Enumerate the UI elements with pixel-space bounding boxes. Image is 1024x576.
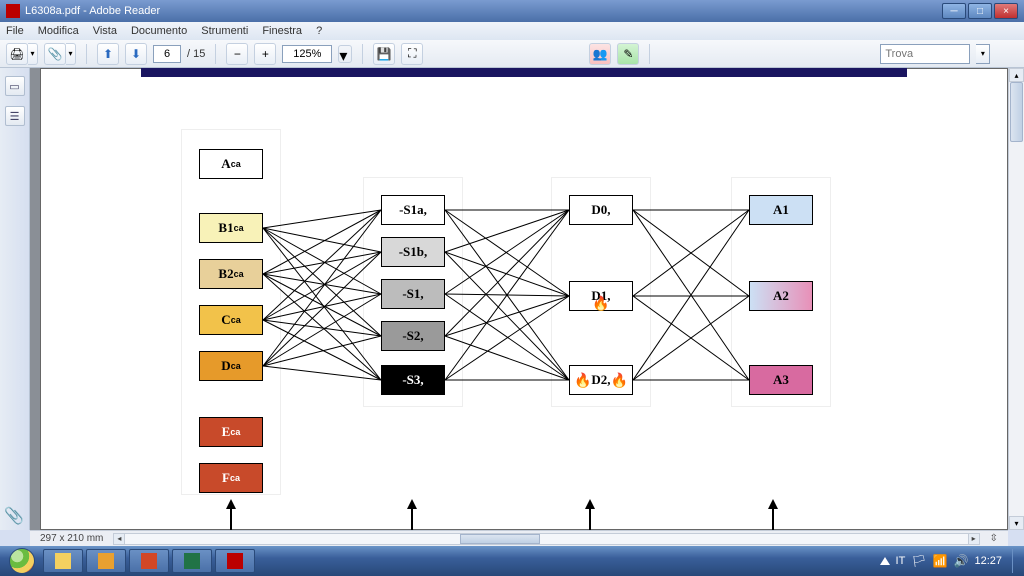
find-dropdown[interactable]: ▾ <box>976 44 990 64</box>
save-button[interactable]: 💾 <box>373 43 395 65</box>
print-button[interactable]: 🖨▾ <box>6 43 38 65</box>
taskbar-powerpoint[interactable] <box>129 549 169 573</box>
status-bar: 297 x 210 mm ◂ ▸ ⇳ <box>30 530 1008 546</box>
node-B2: B2ca <box>199 259 263 289</box>
page-dimensions: 297 x 210 mm <box>40 533 103 544</box>
node-F: Fca <box>199 463 263 493</box>
bookmarks-panel-button[interactable]: ☰ <box>5 106 25 126</box>
arrow-line-acidity <box>772 509 774 530</box>
taskbar-outlook[interactable] <box>86 549 126 573</box>
menu-tools[interactable]: Strumenti <box>201 25 248 37</box>
fit-page-button[interactable]: ⛶ <box>401 43 423 65</box>
thumbnails-panel-button[interactable]: ▭ <box>5 76 25 96</box>
arrow-head-droplet <box>585 499 595 509</box>
window-title-bar: L6308a.pdf - Adobe Reader ─ □ × <box>0 0 1024 22</box>
pdf-file-icon <box>6 4 20 18</box>
tray-clock[interactable]: 12:27 <box>974 555 1002 567</box>
window-title: L6308a.pdf - Adobe Reader <box>25 5 160 17</box>
node-D1: D1,🔥 <box>569 281 633 311</box>
document-viewport: Aca B1ca B2ca Cca Dca Eca Fca -S1a, -S1b, -S1, -S2… <box>30 68 1008 530</box>
find-input[interactable] <box>880 44 970 64</box>
attachment-icon[interactable]: 📎 <box>4 506 24 526</box>
scroll-up-arrow[interactable]: ▴ <box>1009 68 1024 82</box>
toolbar: 🖨▾ 📎▾ ⬆ ⬇ / 15 − + 125% ▾ 💾 ⛶ 👥 ✎ ▾ <box>0 40 1024 68</box>
node-D: Dca <box>199 351 263 381</box>
arrow-line-droplet <box>589 509 591 530</box>
tray-network-icon[interactable]: 📶 <box>933 554 948 568</box>
export-button[interactable]: 📎▾ <box>44 43 76 65</box>
node-E: Eca <box>199 417 263 447</box>
arrow-line-flame <box>230 509 232 530</box>
node-B1: B1ca <box>199 213 263 243</box>
scroll-thumb-h[interactable] <box>460 534 540 544</box>
start-button[interactable] <box>4 546 40 576</box>
menu-edit[interactable]: Modifica <box>38 25 79 37</box>
node-S1a: -S1a, <box>381 195 445 225</box>
taskbar-excel[interactable] <box>172 549 212 573</box>
menu-file[interactable]: File <box>6 25 24 37</box>
taskbar-reader[interactable] <box>215 549 255 573</box>
tray-overflow-icon[interactable] <box>880 557 890 565</box>
node-S2: -S2, <box>381 321 445 351</box>
tray-volume-icon[interactable]: 🔊 <box>954 554 969 568</box>
menu-document[interactable]: Documento <box>131 25 187 37</box>
window-close-button[interactable]: × <box>994 3 1018 19</box>
collab-button[interactable]: 👥 <box>589 43 611 65</box>
menu-help[interactable]: ? <box>316 25 322 37</box>
vertical-scrollbar[interactable]: ▴ ▾ <box>1008 68 1024 530</box>
scroll-left-arrow[interactable]: ◂ <box>113 533 125 545</box>
page-total: / 15 <box>187 48 205 60</box>
node-S1b: -S1b, <box>381 237 445 267</box>
arrow-line-smoke <box>411 509 413 530</box>
classification-diagram: AcaB1caB2caCcaDcaEcaFca-S1a,-S1b,-S1,-S2… <box>41 89 1007 489</box>
node-A3: A3 <box>749 365 813 395</box>
system-tray: IT 🏳 📶 🔊 12:27 <box>880 549 1020 573</box>
page-up-button[interactable]: ⬆ <box>97 43 119 65</box>
node-S3: -S3, <box>381 365 445 395</box>
node-A: Aca <box>199 149 263 179</box>
node-A1: A1 <box>749 195 813 225</box>
node-C: Cca <box>199 305 263 335</box>
zoom-out-button[interactable]: − <box>226 43 248 65</box>
page-header-banner <box>141 68 907 77</box>
side-rail: ▭ ☰ <box>0 68 30 530</box>
window-minimize-button[interactable]: ─ <box>942 3 966 19</box>
menu-window[interactable]: Finestra <box>262 25 302 37</box>
show-desktop-button[interactable] <box>1012 549 1020 573</box>
scroll-mode-icon[interactable]: ⇳ <box>990 533 998 544</box>
windows-logo-icon <box>9 548 35 574</box>
page-number-input[interactable] <box>153 45 181 63</box>
arrow-head-smoke <box>407 499 417 509</box>
page-down-button[interactable]: ⬇ <box>125 43 147 65</box>
pdf-page: Aca B1ca B2ca Cca Dca Eca Fca -S1a, -S1b, -S1, -S2… <box>40 68 1008 530</box>
taskbar-explorer[interactable] <box>43 549 83 573</box>
tray-flag-icon[interactable]: 🏳 <box>911 554 926 568</box>
node-D2: 🔥D2,🔥 <box>569 365 633 395</box>
horizontal-scrollbar[interactable]: ◂ ▸ <box>113 533 979 545</box>
tray-language[interactable]: IT <box>896 555 906 567</box>
node-S1: -S1, <box>381 279 445 309</box>
scroll-down-arrow[interactable]: ▾ <box>1009 516 1024 530</box>
scroll-thumb-v[interactable] <box>1010 82 1023 142</box>
node-D0: D0, <box>569 195 633 225</box>
node-A2: A2 <box>749 281 813 311</box>
zoom-dropdown[interactable]: ▾ <box>338 45 352 63</box>
sign-button[interactable]: ✎ <box>617 43 639 65</box>
zoom-in-button[interactable]: + <box>254 43 276 65</box>
menu-bar: File Modifica Vista Documento Strumenti … <box>0 22 1024 40</box>
zoom-level[interactable]: 125% <box>282 45 332 63</box>
window-maximize-button[interactable]: □ <box>968 3 992 19</box>
taskbar: IT 🏳 📶 🔊 12:27 <box>0 546 1024 576</box>
arrow-head-acidity <box>768 499 778 509</box>
scroll-right-arrow[interactable]: ▸ <box>968 533 980 545</box>
menu-view[interactable]: Vista <box>93 25 117 37</box>
arrow-head-flame <box>226 499 236 509</box>
